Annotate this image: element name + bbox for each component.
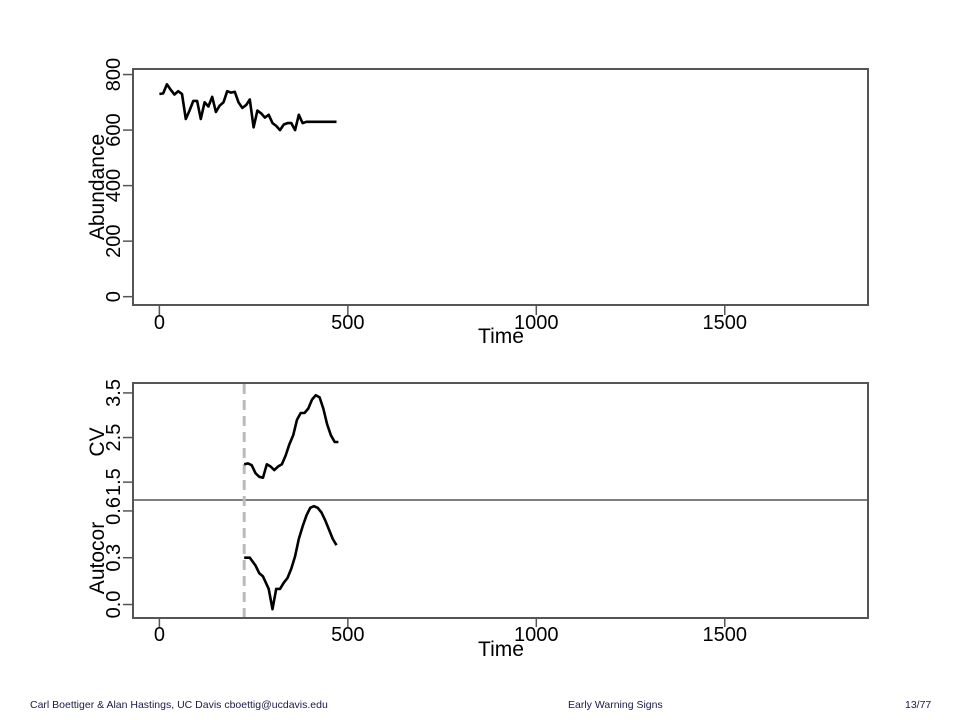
abundance-x-ticks: 0 500 1000 1500: [154, 305, 747, 334]
abundance-plot-frame: [132, 68, 869, 306]
abundance-x-tick-label: 1500: [703, 312, 748, 334]
abundance-y-tick-label: 600: [103, 113, 125, 146]
autocor-y-ticks: 0.0 0.3 0.6: [103, 497, 133, 618]
abundance-x-tick-label: 0: [154, 312, 165, 334]
autocor-y-tick-label: 0.3: [103, 544, 125, 572]
footer-page-number: 13/77: [905, 699, 932, 711]
cv-y-tick-label: 3.5: [103, 379, 125, 407]
cv-y-axis-label: CV: [86, 427, 109, 456]
footer-title: Early Warning Signs: [568, 699, 663, 711]
indicator-x-ticks: 0 500 1000 1500: [154, 617, 747, 646]
footer-authors: Carl Boettiger & Alan Hastings, UC Davis…: [30, 699, 328, 711]
abundance-y-tick-label: 800: [103, 58, 125, 91]
indicator-x-axis-label: Time: [478, 638, 524, 661]
abundance-panel: 0 200 400 600 800 0 500 1000 1500 Abundance Tim…: [86, 58, 869, 348]
autocor-y-tick-label: 0.6: [103, 497, 125, 525]
autocor-y-tick-label: 0.0: [103, 591, 125, 619]
cv-y-tick-label: 2.5: [103, 424, 125, 452]
abundance-series-line: [159, 83, 337, 132]
autocor-series-line: [244, 504, 338, 611]
abundance-x-tick-label: 1000: [514, 312, 559, 334]
cv-series-line: [243, 393, 339, 479]
abundance-y-tick-label: 0: [103, 291, 125, 302]
indicator-x-tick-label: 500: [331, 624, 364, 646]
indicator-panels: 1.5 2.5 3.5 0.0 0.3 0.6 0 500 1000 1500 CV Auto…: [86, 379, 869, 661]
autocor-y-axis-label: Autocor: [86, 522, 109, 594]
abundance-x-axis-label: Time: [478, 325, 524, 348]
abundance-x-tick-label: 500: [331, 312, 364, 334]
indicator-x-tick-label: 1000: [514, 624, 559, 646]
abundance-y-ticks: 0 200 400 600 800: [103, 58, 133, 302]
cv-y-ticks: 1.5 2.5 3.5: [103, 379, 133, 496]
indicator-x-tick-label: 1500: [703, 624, 748, 646]
abundance-y-tick-label: 200: [103, 224, 125, 257]
indicator-x-tick-label: 0: [154, 624, 165, 646]
abundance-y-tick-label: 400: [103, 169, 125, 202]
cv-y-tick-label: 1.5: [103, 468, 125, 496]
abundance-y-axis-label: Abundance: [86, 134, 109, 240]
